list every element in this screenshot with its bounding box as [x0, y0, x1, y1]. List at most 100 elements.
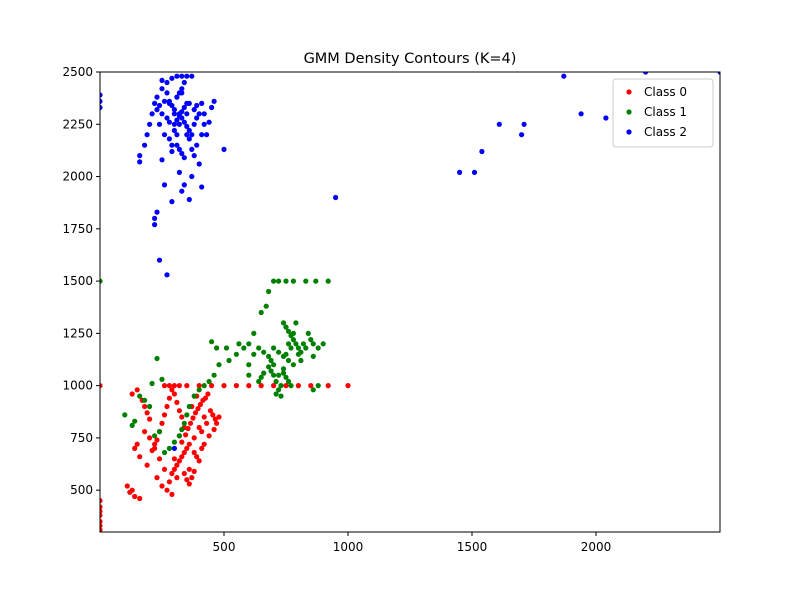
data-point: [293, 320, 299, 326]
data-point: [142, 429, 148, 435]
data-point: [164, 79, 170, 86]
data-point: [578, 111, 584, 117]
data-point: [201, 383, 207, 389]
y-axis: 500 750 1000 1250 1500 1750 2000 2250 2500: [62, 65, 100, 497]
data-point: [221, 383, 227, 389]
data-point: [149, 111, 155, 117]
data-point: [164, 115, 170, 121]
legend-marker: [626, 129, 632, 135]
chart-title: GMM Density Contours (K=4): [304, 51, 517, 67]
legend-label: Class 1: [644, 105, 687, 119]
data-point: [174, 399, 180, 405]
y-tick-label: 1000: [62, 379, 93, 393]
data-point: [479, 148, 485, 155]
data-point: [183, 432, 189, 438]
data-point: [166, 383, 172, 389]
data-point: [154, 209, 160, 215]
data-point: [211, 98, 217, 104]
data-point: [100, 518, 103, 525]
data-point: [127, 489, 133, 495]
data-point: [137, 454, 143, 460]
data-point: [159, 483, 165, 489]
data-point: [100, 523, 103, 529]
data-point: [100, 98, 103, 104]
data-point: [211, 426, 217, 433]
data-point: [196, 111, 202, 117]
data-point: [100, 512, 103, 518]
data-point: [204, 420, 210, 426]
data-point: [189, 132, 195, 138]
data-point: [199, 132, 205, 138]
data-point: [100, 278, 103, 284]
data-point: [303, 345, 309, 351]
data-point: [273, 391, 279, 397]
data-point: [142, 397, 148, 403]
data-point: [305, 330, 311, 336]
data-point: [174, 142, 180, 148]
data-point: [137, 159, 143, 165]
series-class-2: [100, 72, 720, 451]
series-class-0: [100, 383, 351, 532]
data-point: [285, 357, 292, 364]
data-point: [147, 403, 153, 410]
data-point: [156, 429, 163, 435]
y-tick-label: 1250: [62, 326, 93, 340]
data-point: [179, 86, 185, 92]
data-point: [206, 433, 212, 439]
data-point: [161, 182, 168, 188]
data-point: [290, 362, 296, 368]
data-point: [268, 368, 274, 374]
data-point: [164, 487, 170, 493]
data-point: [191, 393, 197, 399]
data-point: [246, 383, 252, 389]
data-point: [132, 493, 138, 500]
data-point: [159, 77, 165, 83]
data-point: [171, 445, 177, 451]
data-point: [295, 383, 301, 389]
data-point: [159, 86, 165, 92]
data-point: [164, 272, 170, 278]
data-point: [184, 123, 190, 129]
data-point: [181, 119, 187, 125]
data-point: [176, 113, 182, 119]
data-point: [205, 391, 211, 397]
data-point: [184, 445, 190, 451]
data-point: [285, 341, 292, 347]
data-point: [154, 475, 160, 481]
data-point: [303, 278, 309, 284]
data-point: [223, 345, 230, 351]
data-point: [561, 73, 567, 79]
data-point: [209, 339, 215, 345]
data-point: [100, 498, 103, 504]
data-point: [320, 341, 326, 347]
data-point: [298, 357, 304, 364]
legend-label: Class 2: [644, 125, 687, 139]
data-point: [144, 410, 150, 416]
data-point: [216, 414, 222, 420]
data-point: [134, 387, 140, 393]
data-point: [258, 374, 264, 380]
data-point: [194, 115, 200, 121]
data-point: [278, 393, 284, 399]
data-point: [100, 508, 103, 514]
data-point: [181, 470, 187, 477]
data-point: [308, 383, 314, 389]
data-point: [122, 412, 128, 418]
data-point: [457, 169, 463, 175]
data-point: [176, 146, 182, 152]
data-point: [246, 341, 252, 347]
data-point: [325, 278, 331, 284]
data-point: [271, 383, 277, 389]
data-point: [169, 199, 175, 205]
data-point: [189, 73, 195, 79]
data-point: [171, 107, 177, 113]
data-point: [251, 351, 257, 357]
y-tick-label: 1750: [62, 222, 93, 236]
data-point: [313, 278, 319, 284]
data-point: [137, 393, 143, 399]
data-point: [345, 383, 351, 389]
data-point: [171, 439, 177, 445]
data-point: [169, 148, 175, 155]
data-point: [471, 169, 478, 175]
data-point: [194, 102, 200, 109]
